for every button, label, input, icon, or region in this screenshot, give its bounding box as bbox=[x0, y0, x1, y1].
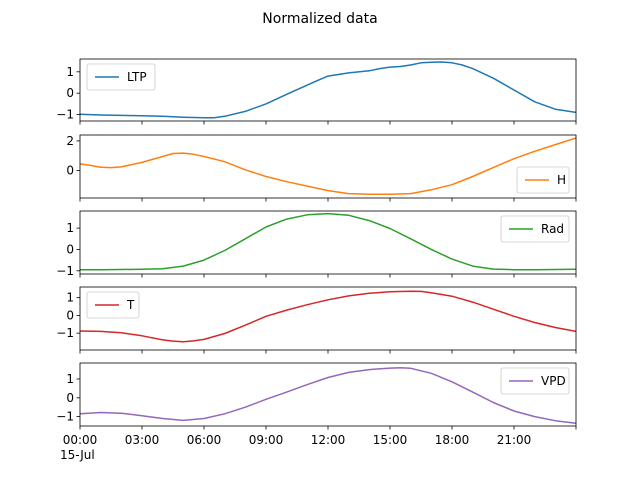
legend: H bbox=[516, 166, 570, 194]
series-line-h bbox=[80, 137, 576, 196]
legend-box bbox=[86, 63, 156, 91]
x-tick-label: 21:00 bbox=[497, 433, 532, 447]
panel-vpd: −1 0 1 00:00 03:00 06:00 09:00 12:00 15:00 18:00 2… bbox=[56, 362, 577, 462]
series-line-vpd bbox=[80, 366, 576, 424]
x-tick-label: 15:00 bbox=[373, 433, 408, 447]
y-tick-label: 0 bbox=[66, 242, 74, 256]
x-tick-label: 09:00 bbox=[249, 433, 284, 447]
legend: T bbox=[86, 291, 140, 319]
panel-ltp: −1 0 1 LTP bbox=[56, 58, 577, 125]
y-tick-label: 0 bbox=[66, 164, 74, 178]
series-line-ltp bbox=[80, 61, 576, 119]
panel-t: −1 0 1 T bbox=[56, 286, 577, 354]
y-tick-label: 1 bbox=[66, 65, 74, 79]
y-tick-label: −1 bbox=[56, 326, 74, 340]
legend-box bbox=[500, 215, 570, 243]
x-tick-label: 00:00 bbox=[63, 433, 98, 447]
y-tick-label: −1 bbox=[56, 108, 74, 122]
y-tick-label: 2 bbox=[66, 134, 74, 148]
x-tick-label: 12:00 bbox=[311, 433, 346, 447]
y-tick-label: 0 bbox=[66, 391, 74, 405]
panels: −1 0 1 LTP 0 2 H −1 0 1 Rad −1 0 1 T −1 0 1 00:00 03:00 06:0… bbox=[56, 58, 577, 462]
legend-label: LTP bbox=[127, 70, 147, 84]
legend-label: H bbox=[557, 173, 566, 187]
panel-rad: −1 0 1 Rad bbox=[56, 210, 577, 278]
legend: VPD bbox=[500, 367, 570, 395]
y-tick-label: 1 bbox=[66, 221, 74, 235]
legend: LTP bbox=[86, 63, 156, 91]
legend-box bbox=[500, 367, 570, 395]
y-tick-label: 1 bbox=[66, 372, 74, 386]
x-tick-label: 03:00 bbox=[125, 433, 160, 447]
legend-label: VPD bbox=[541, 374, 566, 388]
figure-title: Normalized data bbox=[262, 11, 377, 27]
y-tick-label: 1 bbox=[66, 291, 74, 305]
legend: Rad bbox=[500, 215, 570, 243]
panel-h: 0 2 H bbox=[66, 134, 577, 202]
y-tick-label: 0 bbox=[66, 308, 74, 322]
legend-label: Rad bbox=[541, 222, 564, 236]
series-line-t bbox=[80, 290, 576, 343]
y-tick-label: −1 bbox=[56, 264, 74, 278]
x-tick-label: 06:00 bbox=[187, 433, 222, 447]
legend-label: T bbox=[126, 298, 135, 312]
series-line-rad bbox=[80, 212, 576, 271]
x-date-label: 15-Jul bbox=[60, 448, 95, 462]
x-tick-label: 18:00 bbox=[435, 433, 470, 447]
y-tick-label: −1 bbox=[56, 410, 74, 424]
y-tick-label: 0 bbox=[66, 86, 74, 100]
